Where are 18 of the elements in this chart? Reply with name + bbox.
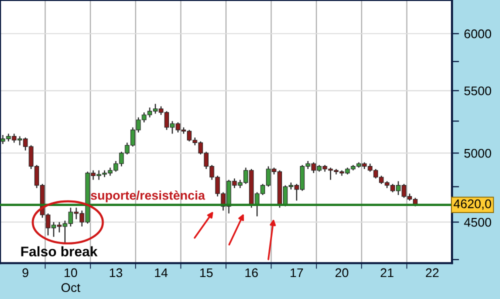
y-tick-label: 4500 xyxy=(464,218,492,227)
annotation: Falso break xyxy=(21,246,98,256)
y-tick-label: 5500 xyxy=(464,86,492,96)
x-tick-label: 15 xyxy=(200,268,213,278)
x-tick-label: 17 xyxy=(290,268,303,278)
x-tick-label: 20 xyxy=(336,268,348,278)
x-tick-label: 9 xyxy=(22,268,28,278)
x-tick-label: 22 xyxy=(426,268,439,278)
x-tick-label: 21 xyxy=(380,268,394,278)
ref-line-label: 4620,0 xyxy=(454,199,492,210)
x-axis-title: Oct xyxy=(61,283,80,292)
x-tick-label: 13 xyxy=(110,268,122,278)
x-tick-label: 16 xyxy=(245,268,258,278)
x-tick-label: 10 xyxy=(64,268,78,278)
y-tick-label: 6000 xyxy=(464,29,492,38)
y-tick-label: 5000 xyxy=(464,148,492,158)
x-tick-label: 14 xyxy=(155,268,168,278)
annotation: suporte/resistència xyxy=(90,190,206,202)
